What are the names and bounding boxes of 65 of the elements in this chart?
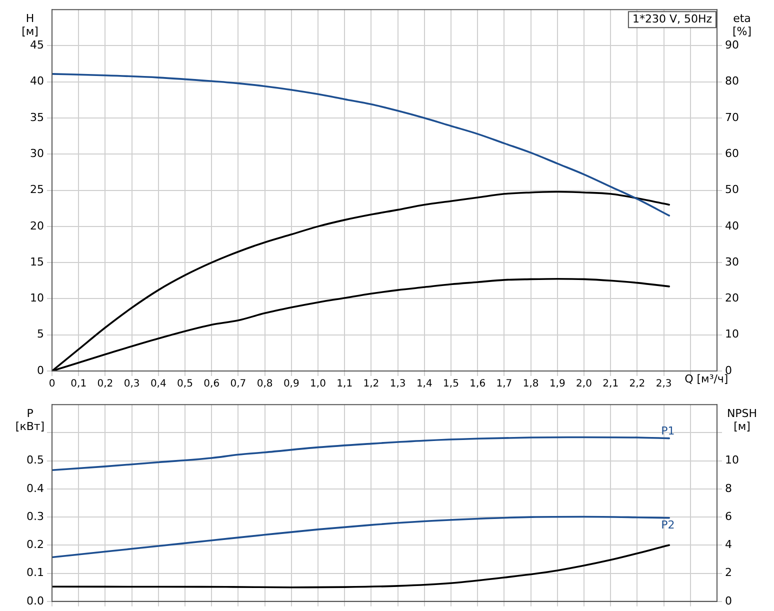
y-axis-title: H [м]: [22, 12, 38, 38]
y2-tick-label: 4: [725, 538, 732, 552]
y2-axis-title: NPSH [м]: [726, 406, 758, 433]
y2-tick-label: 2: [725, 566, 732, 580]
x-tick-label: 0: [48, 378, 56, 390]
x-tick-label: 2,0: [576, 378, 592, 390]
x-tick-label: 0,7: [230, 378, 246, 390]
x-tick-label: 0,4: [150, 378, 166, 390]
x-tick-label: 1,7: [496, 378, 512, 390]
y-tick-label: 0.4: [26, 482, 44, 495]
y-axis-title: P [кВт]: [15, 406, 45, 433]
y2-tick-label: 90: [725, 38, 739, 52]
y2-tick-label: 40: [725, 219, 739, 232]
y-tick-label: 0.5: [26, 454, 44, 467]
x-tick-label: 0,5: [177, 378, 193, 390]
y-tick-label: 15: [30, 255, 44, 268]
y2-axis-title: eta [%]: [732, 12, 752, 38]
y2-tick-label: 0: [725, 594, 732, 608]
x-tick-label: 2,3: [656, 378, 672, 390]
series-label: P1: [661, 424, 675, 438]
y-tick-label: 0.1: [26, 566, 44, 580]
x-tick-label: 0,2: [97, 378, 114, 390]
y-tick-label: 10: [30, 292, 44, 305]
x-tick-label: 2,1: [602, 378, 619, 390]
x-tick-label: 1,2: [363, 378, 380, 390]
x-tick-label: 1,6: [470, 378, 486, 390]
y-tick-label: 5: [37, 328, 44, 341]
x-tick-label: 2,2: [629, 378, 646, 390]
x-tick-label: 0,3: [124, 378, 140, 390]
y-tick-label: 20: [30, 219, 44, 232]
y2-tick-label: 50: [725, 183, 739, 196]
y2-tick-label: 20: [725, 292, 739, 305]
y-tick-label: 30: [30, 147, 44, 160]
x-tick-label: 1,3: [390, 378, 406, 390]
y-tick-label: 35: [30, 110, 44, 124]
line-series: [52, 544, 670, 588]
series-label: P2: [661, 518, 675, 532]
y2-tick-label: 70: [725, 110, 739, 124]
x-tick-label: 1,5: [443, 378, 459, 390]
x-tick-label: 1,0: [310, 378, 326, 390]
y-tick-label: 40: [30, 74, 44, 88]
y2-tick-label: 10: [725, 328, 739, 341]
x-tick-label: 0,8: [256, 378, 273, 390]
y2-tick-label: 80: [725, 74, 739, 88]
y-tick-label: 0.2: [26, 538, 44, 552]
y2-tick-label: 10: [725, 454, 739, 467]
x-tick-label: 1,9: [549, 378, 566, 390]
y2-tick-label: 8: [725, 482, 732, 495]
x-tick-label: 1,4: [416, 378, 432, 390]
x-tick-label: 0,1: [70, 378, 87, 390]
x-tick-label: 0,9: [283, 378, 300, 390]
x-tick-label: 1,1: [336, 378, 353, 390]
y-tick-label: 25: [30, 183, 44, 196]
x-tick-label: 1,8: [522, 378, 539, 390]
y2-tick-label: 6: [725, 510, 732, 523]
annotation: 1*230 V, 50Hz: [632, 12, 712, 26]
x-tick-label: 0,6: [204, 378, 220, 390]
line-series: [52, 73, 670, 216]
y-tick-label: 45: [30, 38, 44, 52]
y2-tick-label: 30: [725, 255, 739, 268]
y-tick-label: 0.3: [26, 510, 44, 523]
y2-tick-label: 60: [725, 147, 739, 160]
y-tick-label: 0: [37, 364, 44, 377]
line-series: [52, 436, 670, 472]
y-tick-label: 0.0: [26, 594, 44, 608]
